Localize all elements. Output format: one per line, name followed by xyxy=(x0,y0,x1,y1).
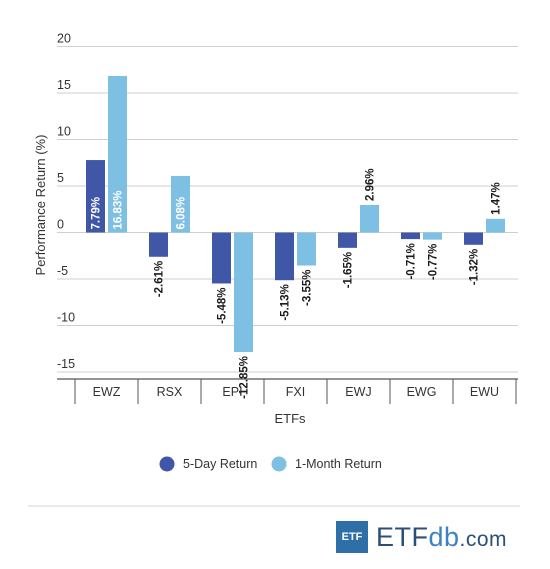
data-label: -5.48% xyxy=(217,287,229,323)
x-tick-label: RSX xyxy=(157,385,183,399)
data-labels: 7.79% -2.61% -5.48% -5.13% -1.65% -0.71% -1.32… xyxy=(91,168,503,398)
data-label: 2.96% xyxy=(365,168,377,201)
y-tick-label: 20 xyxy=(57,32,71,46)
y-tick-label: -5 xyxy=(57,264,68,278)
logo-word-suffix: .com xyxy=(459,527,508,551)
data-label: -12.85% xyxy=(239,356,251,399)
bar-1-month-return xyxy=(360,204,379,233)
legend-label: 5-Day Return xyxy=(183,457,257,471)
x-tick-label: EPI xyxy=(222,385,242,399)
bar-1-month-return xyxy=(486,218,505,233)
x-tick-label: EWU xyxy=(470,385,499,399)
x-axis: EWZ RSX EPI FXI EWJ EWG EWU xyxy=(57,378,518,404)
bar-5-day-return xyxy=(86,160,105,233)
legend-label: 1-Month Return xyxy=(295,457,382,471)
logo-word-db: db xyxy=(428,521,460,552)
data-label: 16.83% xyxy=(113,190,125,229)
y-tick-label: 15 xyxy=(57,78,71,92)
bars xyxy=(86,75,505,353)
x-tick-label: EWJ xyxy=(345,385,371,399)
data-label: -1.65% xyxy=(343,252,355,288)
bar-5-day-return xyxy=(401,232,420,240)
x-tick-label: EWG xyxy=(407,385,437,399)
bar-1-month-return xyxy=(171,175,190,233)
x-tick-label: FXI xyxy=(286,385,305,399)
data-label: -3.55% xyxy=(302,270,314,306)
y-axis-title: Performance Return (%) xyxy=(33,135,48,276)
legend: 5-Day Return 1-Month Return xyxy=(159,456,382,472)
y-tick-label: 10 xyxy=(57,125,71,139)
data-label: 6.08% xyxy=(176,197,188,230)
logo-word-etf: ETF xyxy=(376,521,429,552)
data-label: 7.79% xyxy=(91,197,103,230)
y-tick-label: 0 xyxy=(57,218,64,232)
x-tick-label: EWZ xyxy=(93,385,121,399)
data-label: -5.13% xyxy=(280,284,292,320)
x-axis-title: ETFs xyxy=(274,411,306,426)
data-label: 1.47% xyxy=(491,182,503,215)
bar-1-month-return xyxy=(108,75,127,233)
bar-5-day-return xyxy=(464,232,483,245)
logo-wordmark: ETFdb.com xyxy=(376,522,507,553)
bar-1-month-return xyxy=(234,232,253,353)
legend-swatch xyxy=(159,456,175,472)
bar-5-day-return xyxy=(212,232,231,284)
data-label: -0.71% xyxy=(406,243,418,279)
data-label: -0.77% xyxy=(428,244,440,280)
bar-5-day-return xyxy=(149,232,168,257)
y-tick-label: -15 xyxy=(57,357,75,371)
bar-1-month-return xyxy=(297,232,316,266)
y-tick-label: -10 xyxy=(57,311,75,325)
legend-swatch xyxy=(271,456,287,472)
bar-1-month-return xyxy=(423,232,442,240)
logo-badge: ETF xyxy=(336,521,368,553)
data-label: -1.32% xyxy=(469,249,481,285)
y-tick-label: 5 xyxy=(57,171,64,185)
bar-5-day-return xyxy=(338,232,357,248)
data-label: -2.61% xyxy=(154,261,166,297)
bar-5-day-return xyxy=(275,232,294,281)
etfdb-logo[interactable]: ETF ETFdb.com xyxy=(336,520,507,554)
